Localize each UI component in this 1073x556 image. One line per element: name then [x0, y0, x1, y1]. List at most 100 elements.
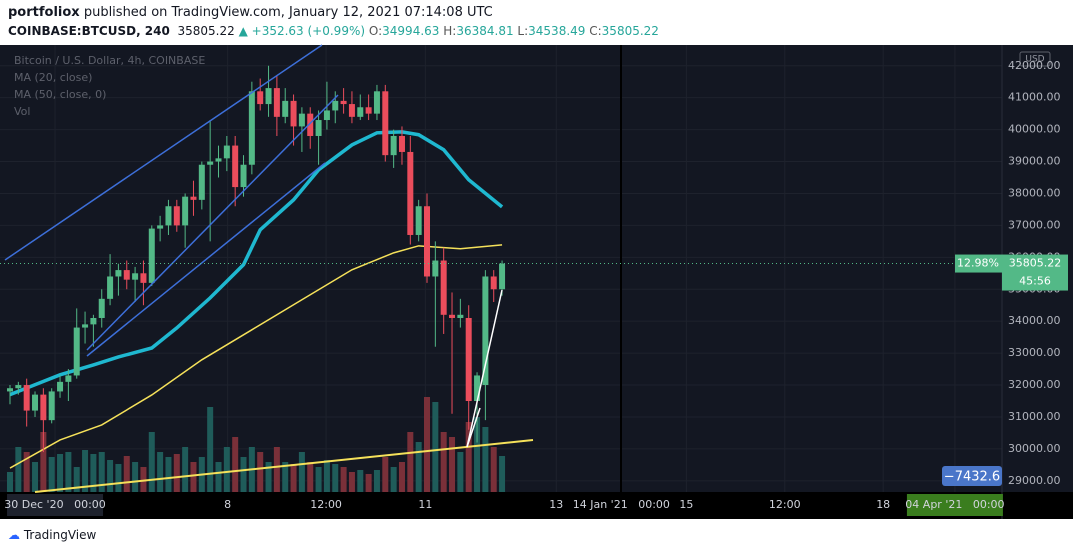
volume-bar [373, 470, 380, 492]
time-axis-bg [0, 492, 1073, 519]
change: ▲ +352.63 (+0.99%) [238, 24, 366, 38]
candle-body [115, 270, 122, 277]
volume-bar [190, 462, 197, 492]
symbol: COINBASE:BTCUSD, 240 [8, 24, 170, 38]
candle-body [173, 206, 180, 226]
candle-body [232, 145, 239, 188]
currency-box [1019, 51, 1051, 67]
currency: USD [1025, 55, 1044, 65]
volume-bar [82, 450, 89, 492]
y-tick-label: 39000.00 [1008, 155, 1061, 168]
y-tick-label: 38000.00 [1008, 186, 1061, 199]
candle-body [415, 206, 422, 235]
x-tick-label: 18 [876, 498, 890, 511]
last: 35805.22 [177, 24, 235, 38]
quote-value: 35805.22 [601, 24, 659, 38]
legend-title: Bitcoin / U.S. Dollar, 4h, COINBASE [14, 54, 205, 67]
candle-body [357, 107, 364, 117]
volume-bar [490, 447, 497, 492]
candle-body [15, 385, 22, 389]
last-price-box [1002, 254, 1068, 291]
volume-bar [323, 460, 330, 492]
volume-bar [398, 462, 405, 492]
candle-body [240, 164, 247, 188]
volume-bar [457, 452, 464, 492]
quote-value: 34538.49 [528, 24, 586, 38]
volume-bar [215, 462, 222, 492]
x-tick-label: 13 [549, 498, 563, 511]
candle-body [474, 375, 481, 402]
x-tick-box [7, 494, 104, 516]
candle-body [290, 100, 297, 127]
volume-bar [348, 472, 355, 492]
candle-body [332, 100, 339, 111]
candle-body [457, 314, 464, 318]
volume-bar [40, 432, 47, 492]
y-tick-label: 29000.00 [1008, 474, 1061, 487]
candle-body [82, 324, 89, 328]
candle-body [490, 276, 497, 290]
candle-body [307, 113, 314, 136]
y-tick-label: 40000.00 [1008, 123, 1061, 136]
volume-bar [465, 422, 472, 492]
x-tick-label: 04 Apr '21 00:00 [905, 498, 1004, 511]
y-tick-label: 30000.00 [1008, 442, 1061, 455]
volume-bar [23, 452, 30, 492]
candle-body [132, 273, 139, 280]
candle-body [348, 104, 355, 117]
quote-value: 36384.81 [456, 24, 514, 38]
trendline [4, 44, 323, 261]
candle-body [407, 151, 414, 235]
volume-bar [165, 457, 172, 492]
candle-body [32, 394, 39, 411]
candle-body [390, 135, 397, 156]
x-tick-label: 12:00 [310, 498, 342, 511]
candle-body [40, 394, 47, 421]
volume-bar [390, 467, 397, 492]
candle-body [257, 91, 264, 105]
volume-bar [107, 460, 114, 492]
quote-label: L: [517, 24, 529, 38]
published: published on TradingView.com, January 12… [83, 5, 493, 20]
volume-bar [57, 454, 64, 492]
candle-body [123, 270, 130, 280]
volume-bar [315, 467, 322, 492]
candle-body [182, 196, 189, 226]
y-tick-label: 37000.00 [1008, 218, 1061, 231]
volume-bar [382, 457, 389, 492]
candle-body [157, 225, 164, 229]
candle-body [23, 385, 30, 411]
quote-value: 34994.63 [382, 24, 440, 38]
candle-body [48, 391, 55, 421]
legend-item: MA (50, close, 0) [14, 88, 106, 101]
volume-bar [482, 427, 489, 492]
trendline [86, 94, 339, 351]
candle-body [382, 91, 389, 156]
volume-bar [282, 462, 289, 492]
candle-body [440, 260, 447, 315]
volume-bar [307, 462, 314, 492]
candle-body [298, 113, 305, 127]
candle-body [365, 107, 372, 114]
percent-box [955, 254, 1002, 273]
volume-bar [407, 432, 414, 492]
volume-bar [257, 452, 264, 492]
chart-bg [0, 45, 1073, 519]
trendline [34, 439, 534, 493]
candle-body [499, 263, 506, 290]
drawings [4, 44, 1003, 519]
candle-body [107, 276, 114, 299]
percent: 12.98% [957, 257, 999, 270]
candle-body [373, 91, 380, 114]
volume-bar [265, 462, 272, 492]
candle-body [223, 145, 230, 159]
candle-body [273, 88, 280, 117]
candle-body [98, 298, 105, 318]
trendline [86, 162, 326, 357]
candle-body [424, 206, 430, 277]
last-price: 35805.22 [1009, 257, 1062, 270]
x-tick-label: 11 [418, 498, 432, 511]
brand: TradingView [23, 528, 97, 542]
volume-bar [140, 467, 147, 492]
